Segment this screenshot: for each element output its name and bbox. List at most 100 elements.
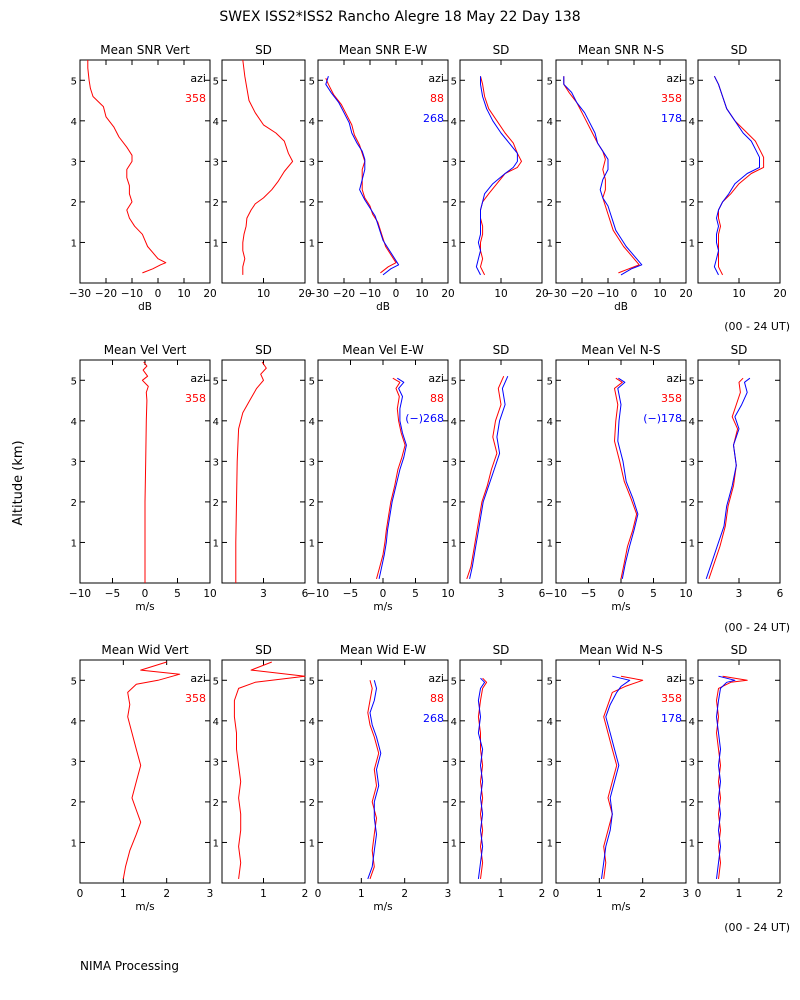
- legend-entry: 358: [185, 392, 206, 405]
- x-axis-label: dB: [138, 301, 152, 313]
- x-axis-label: m/s: [611, 601, 630, 613]
- x-tick-label: 20: [441, 288, 454, 300]
- panel-title: SD: [255, 43, 272, 57]
- legend-entry: 268: [423, 712, 444, 725]
- panel-title: Mean Wid E-W: [340, 643, 426, 657]
- x-tick-label: 2: [401, 888, 408, 900]
- axis-frame: [697, 659, 781, 884]
- legend-azi-label: azi: [190, 72, 206, 85]
- x-tick-label: 20: [773, 288, 786, 300]
- y-tick-label: 4: [689, 417, 695, 428]
- panel-title: SD: [493, 343, 510, 357]
- panel-wid-vert-sd: SD 1 2 3 4 5 1 2: [213, 643, 309, 900]
- x-tick-label: −10: [359, 288, 381, 300]
- y-tick-label: 3: [689, 157, 695, 168]
- series-line-358: [87, 60, 167, 274]
- series-line-178: [716, 675, 736, 879]
- y-tick-label: 5: [547, 76, 553, 87]
- y-tick-label: 2: [71, 198, 77, 209]
- x-tick-label: 10: [415, 288, 428, 300]
- series-line-88: [325, 78, 397, 274]
- x-tick-label: 0: [77, 888, 84, 900]
- panel-title: SD: [493, 643, 510, 657]
- x-tick-label: 1: [736, 888, 743, 900]
- x-axis-label: m/s: [611, 901, 630, 913]
- legend-entry: (−)178: [643, 412, 682, 425]
- axis-frame: [317, 659, 449, 884]
- panel-vel-ew: Mean Vel E-W 1 2 3 4 5 −10 −5 0 5 10 m/s azi 88 (−)268: [307, 343, 455, 613]
- panel-snr-ew-sd: SD 1 2 3 4 5 10 20: [451, 43, 549, 300]
- panel-snr-vert: Mean SNR Vert 1 2 3 4 5 −30 −20 −10 0 10 20 dB azi 358: [69, 43, 217, 313]
- axis-frame: [459, 359, 543, 584]
- axis-frame: [317, 59, 449, 284]
- y-tick-label: 3: [309, 157, 315, 168]
- series-line-358: [122, 661, 181, 879]
- y-tick-label: 4: [547, 717, 553, 728]
- y-tick-label: 1: [213, 238, 219, 249]
- series-line-178: [713, 75, 760, 276]
- panel-title: SD: [731, 43, 748, 57]
- y-tick-label: 5: [547, 376, 553, 387]
- y-tick-label: 5: [451, 76, 457, 87]
- y-tick-label: 4: [547, 417, 553, 428]
- axis-frame: [555, 659, 687, 884]
- x-tick-label: 5: [174, 588, 181, 600]
- panel-snr-ns: Mean SNR N-S 1 2 3 4 5 −30 −20 −10 0 10 20 dB azi 358 1…: [545, 43, 693, 313]
- panel-title: SD: [255, 643, 272, 657]
- y-tick-label: 2: [213, 798, 219, 809]
- legend-azi-label: azi: [428, 672, 444, 685]
- series-line-268: [325, 76, 400, 276]
- panel-vel-ns-sd: SD 1 2 3 4 5 3 6: [689, 343, 784, 600]
- time-range-label-row1: (00 - 24 UT): [724, 320, 790, 333]
- y-tick-label: 4: [451, 117, 457, 128]
- y-tick-label: 1: [213, 538, 219, 549]
- x-tick-label: 2: [639, 888, 646, 900]
- x-tick-label: −10: [545, 588, 567, 600]
- axis-frame: [221, 359, 306, 584]
- y-tick-label: 4: [71, 117, 77, 128]
- x-axis-label: m/s: [373, 601, 392, 613]
- x-tick-label: 20: [679, 288, 692, 300]
- legend-entry: 358: [185, 92, 206, 105]
- series-line-88: [376, 377, 406, 580]
- x-tick-label: 6: [302, 588, 309, 600]
- legend-entry: 358: [185, 692, 206, 705]
- y-tick-label: 3: [547, 157, 553, 168]
- series-line-178: [601, 675, 631, 879]
- panel-title: Mean SNR Vert: [100, 43, 190, 57]
- x-tick-label: 3: [683, 888, 690, 900]
- x-tick-label: 3: [736, 588, 743, 600]
- y-tick-label: 5: [71, 376, 77, 387]
- panel-title: Mean Wid N-S: [579, 643, 663, 657]
- x-tick-label: 2: [777, 888, 784, 900]
- panel-snr-vert-sd: SD 1 2 3 4 5 10 20: [213, 43, 312, 300]
- y-tick-label: 4: [451, 717, 457, 728]
- legend-azi-label: azi: [666, 372, 682, 385]
- y-tick-label: 5: [451, 676, 457, 687]
- x-tick-label: 2: [302, 888, 309, 900]
- figure-title: SWEX ISS2*ISS2 Rancho Alegre 18 May 22 D…: [219, 9, 580, 25]
- x-tick-label: 0: [618, 588, 625, 600]
- x-tick-label: −20: [333, 288, 355, 300]
- y-tick-label: 5: [689, 76, 695, 87]
- x-tick-label: −5: [581, 588, 596, 600]
- x-tick-label: 5: [650, 588, 657, 600]
- legend-entry: (−)268: [405, 412, 444, 425]
- x-tick-label: −10: [307, 588, 329, 600]
- y-tick-label: 5: [309, 376, 315, 387]
- x-tick-label: 10: [177, 288, 190, 300]
- x-tick-label: −20: [95, 288, 117, 300]
- y-tick-label: 2: [547, 198, 553, 209]
- axis-frame: [221, 59, 306, 284]
- series-line-268: [367, 680, 382, 880]
- x-axis-label: m/s: [135, 601, 154, 613]
- legend-azi-label: azi: [428, 372, 444, 385]
- y-axis-label: Altitude (km): [11, 440, 26, 525]
- y-tick-label: 3: [689, 457, 695, 468]
- axis-frame: [221, 659, 306, 884]
- y-tick-label: 3: [309, 757, 315, 768]
- y-tick-label: 2: [213, 198, 219, 209]
- footer-note: NIMA Processing: [80, 959, 179, 973]
